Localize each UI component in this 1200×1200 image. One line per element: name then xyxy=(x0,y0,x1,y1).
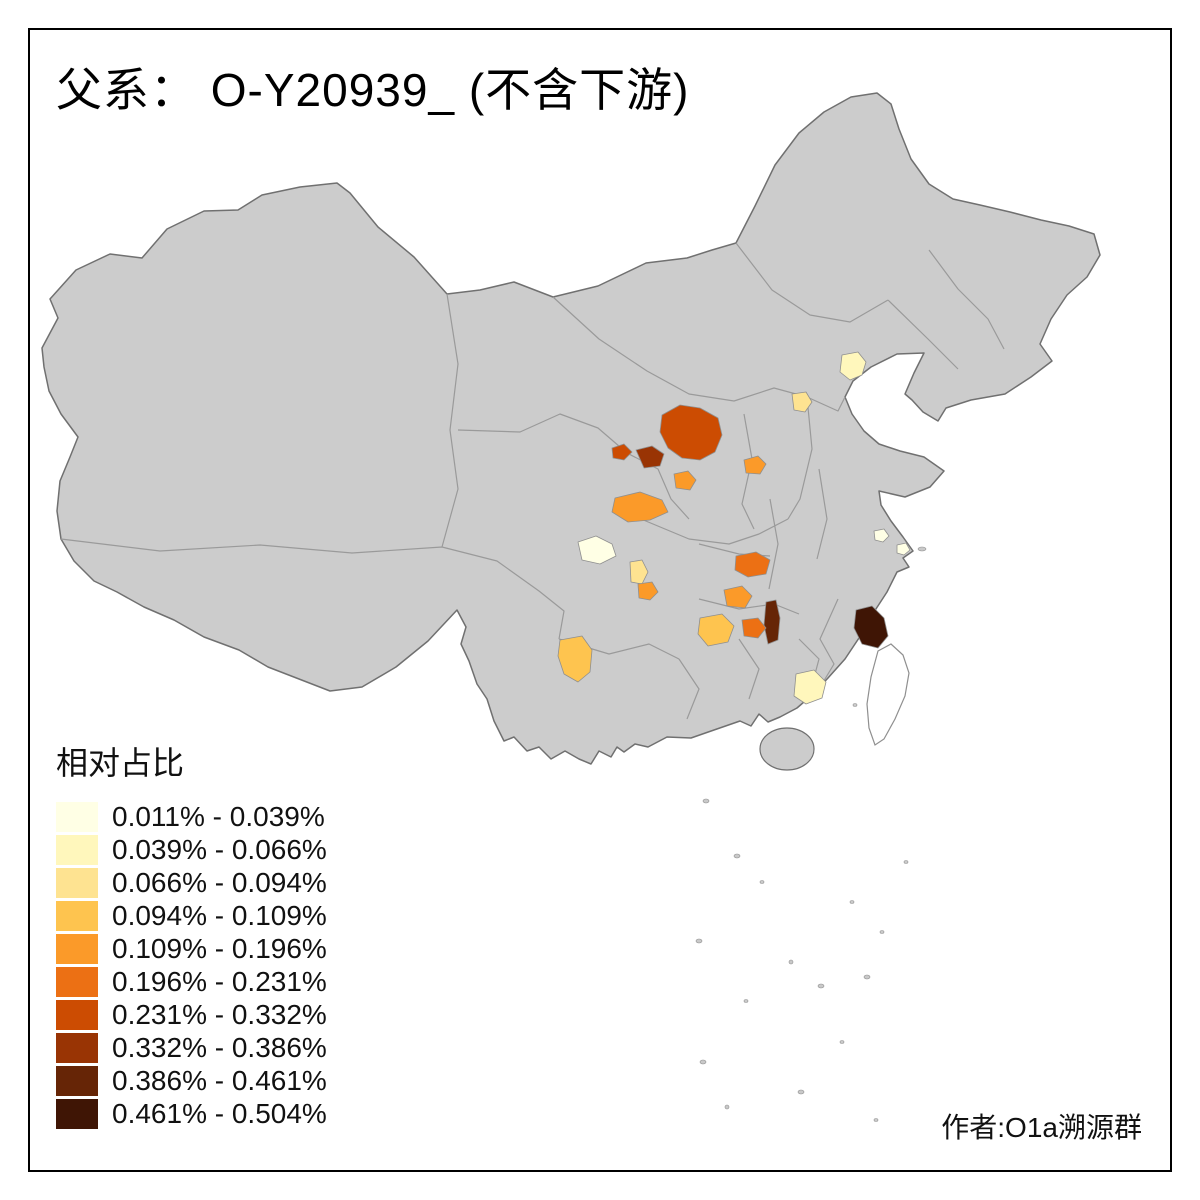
colored-prefectures xyxy=(557,351,911,705)
map-region xyxy=(697,613,735,647)
map-region xyxy=(611,443,633,461)
legend-row: 0.196% - 0.231% xyxy=(56,965,327,998)
taiwan-island xyxy=(866,643,910,746)
map-region xyxy=(793,669,827,705)
legend: 相对占比 0.011% - 0.039% 0.039% - 0.066% 0.0… xyxy=(56,738,327,1130)
attribution-text: 作者:O1a溯源群 xyxy=(941,1112,1142,1143)
page-title: 父系： O-Y20939_ (不含下游) xyxy=(56,64,690,116)
legend-label: 0.094% - 0.109% xyxy=(112,899,327,931)
map-region xyxy=(611,491,669,523)
legend-swatch xyxy=(56,999,98,1030)
map-region xyxy=(791,391,813,413)
legend-swatch xyxy=(56,933,98,964)
plot-frame xyxy=(28,28,1172,1172)
legend-label: 0.386% - 0.461% xyxy=(112,1064,327,1096)
legend-label: 0.011% - 0.039% xyxy=(112,800,325,832)
legend-swatch xyxy=(56,867,98,898)
map-region xyxy=(723,585,753,609)
map-region xyxy=(659,404,723,461)
map-region xyxy=(853,605,889,649)
legend-label: 0.461% - 0.504% xyxy=(112,1097,327,1129)
small-islands xyxy=(695,546,927,1122)
legend-row: 0.386% - 0.461% xyxy=(56,1064,327,1097)
map-region xyxy=(673,470,697,491)
map-region xyxy=(839,351,867,381)
legend-row: 0.231% - 0.332% xyxy=(56,998,327,1031)
legend-swatch xyxy=(56,801,98,832)
map-region xyxy=(629,559,649,585)
map-region xyxy=(635,445,665,469)
legend-swatch xyxy=(56,966,98,997)
province-borders xyxy=(60,242,1005,720)
legend-swatch xyxy=(56,1065,98,1096)
china-mainland-shape xyxy=(41,92,1101,765)
map-region xyxy=(743,455,767,475)
map-region xyxy=(896,542,911,556)
legend-row: 0.461% - 0.504% xyxy=(56,1097,327,1130)
map-region xyxy=(637,581,659,601)
map-region xyxy=(577,535,617,565)
legend-row: 0.109% - 0.196% xyxy=(56,932,327,965)
legend-swatch xyxy=(56,1032,98,1063)
legend-swatch xyxy=(56,1098,98,1129)
map-region xyxy=(741,617,767,639)
legend-label: 0.039% - 0.066% xyxy=(112,833,327,865)
legend-label: 0.196% - 0.231% xyxy=(112,965,327,997)
legend-label: 0.109% - 0.196% xyxy=(112,932,327,964)
legend-row: 0.332% - 0.386% xyxy=(56,1031,327,1064)
legend-row: 0.039% - 0.066% xyxy=(56,833,327,866)
legend-swatch xyxy=(56,900,98,931)
legend-row: 0.094% - 0.109% xyxy=(56,899,327,932)
map-region xyxy=(734,551,771,578)
legend-row: 0.011% - 0.039% xyxy=(56,800,327,833)
hainan-island xyxy=(759,727,815,771)
legend-label: 0.332% - 0.386% xyxy=(112,1031,327,1063)
legend-swatch xyxy=(56,834,98,865)
map-region xyxy=(873,528,890,543)
legend-row: 0.066% - 0.094% xyxy=(56,866,327,899)
legend-label: 0.066% - 0.094% xyxy=(112,866,327,898)
map-region xyxy=(557,635,593,683)
legend-label: 0.231% - 0.332% xyxy=(112,998,327,1030)
legend-title: 相对占比 xyxy=(56,745,185,781)
